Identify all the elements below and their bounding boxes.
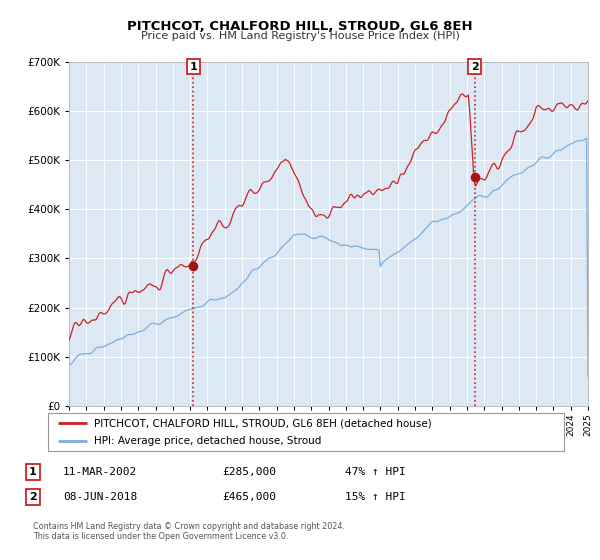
Point — [470, 172, 479, 181]
Text: Price paid vs. HM Land Registry's House Price Index (HPI): Price paid vs. HM Land Registry's House … — [140, 31, 460, 41]
Text: 11-MAR-2002: 11-MAR-2002 — [63, 467, 137, 477]
Point — [188, 262, 198, 270]
Text: 08-JUN-2018: 08-JUN-2018 — [63, 492, 137, 502]
Text: 2: 2 — [470, 62, 478, 72]
Text: 1: 1 — [190, 62, 197, 72]
Text: 47% ↑ HPI: 47% ↑ HPI — [345, 467, 406, 477]
Text: £285,000: £285,000 — [222, 467, 276, 477]
Text: HPI: Average price, detached house, Stroud: HPI: Average price, detached house, Stro… — [94, 436, 322, 446]
Text: Contains HM Land Registry data © Crown copyright and database right 2024.: Contains HM Land Registry data © Crown c… — [33, 522, 345, 531]
Text: 2: 2 — [29, 492, 37, 502]
Text: 15% ↑ HPI: 15% ↑ HPI — [345, 492, 406, 502]
Text: This data is licensed under the Open Government Licence v3.0.: This data is licensed under the Open Gov… — [33, 532, 289, 541]
Text: PITCHCOT, CHALFORD HILL, STROUD, GL6 8EH: PITCHCOT, CHALFORD HILL, STROUD, GL6 8EH — [127, 20, 473, 33]
Text: PITCHCOT, CHALFORD HILL, STROUD, GL6 8EH (detached house): PITCHCOT, CHALFORD HILL, STROUD, GL6 8EH… — [94, 418, 432, 428]
Text: 1: 1 — [29, 467, 37, 477]
Text: £465,000: £465,000 — [222, 492, 276, 502]
